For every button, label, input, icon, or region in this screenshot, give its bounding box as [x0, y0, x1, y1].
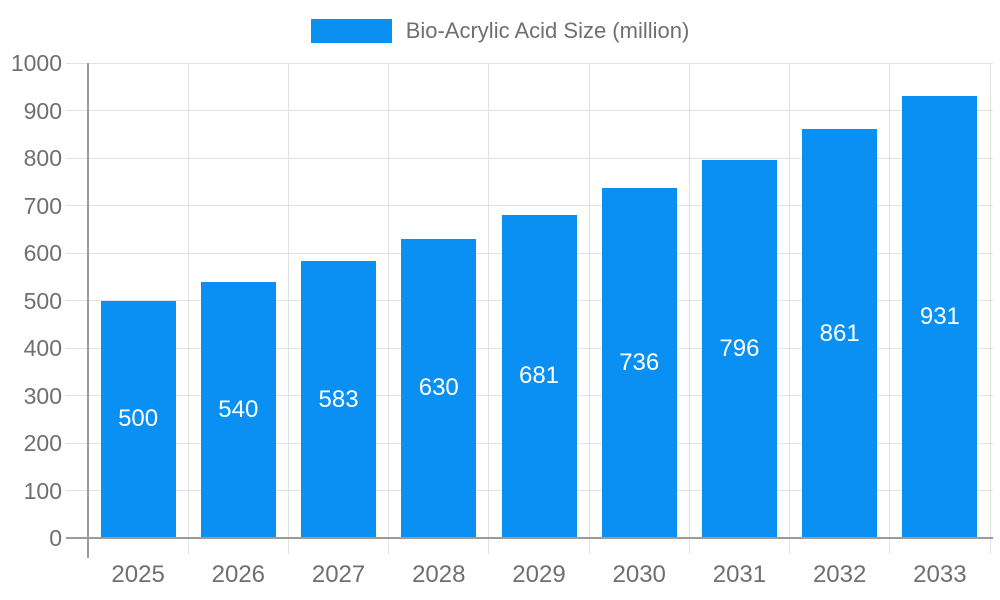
x-axis-tick-label: 2030 [612, 561, 666, 588]
y-gridline [66, 110, 993, 111]
x-axis-tick-label: 2025 [111, 561, 165, 588]
x-gridline [287, 63, 289, 554]
bar-2029: 681 [501, 214, 577, 538]
x-gridline [889, 63, 891, 554]
y-axis-tick-label: 100 [23, 477, 62, 504]
y-axis-tick-label: 200 [23, 430, 62, 456]
bar-2032: 861 [802, 129, 878, 538]
bar-2030: 736 [601, 188, 677, 538]
y-gridline [66, 62, 993, 64]
bar-value-label: 540 [218, 395, 259, 423]
bar-value-label: 583 [318, 385, 359, 413]
x-gridline [187, 63, 189, 554]
x-gridline [588, 63, 590, 554]
bar-2033: 931 [902, 95, 978, 538]
y-gridline [66, 157, 993, 159]
x-axis-tick-label: 2033 [913, 561, 967, 588]
x-axis-tick-label: 2029 [512, 561, 566, 588]
bar-2025: 500 [100, 300, 176, 538]
bar-2028: 630 [401, 238, 477, 538]
y-axis-tick-label: 600 [23, 240, 62, 266]
y-axis-line [87, 63, 89, 558]
bar-value-label: 861 [819, 319, 860, 347]
y-axis-tick-label: 0 [49, 525, 62, 551]
y-axis-tick-label: 300 [23, 382, 62, 409]
x-axis-tick-label: 2028 [412, 561, 466, 588]
y-axis-tick-label: 1000 [10, 50, 62, 76]
y-axis-tick-label: 500 [23, 287, 62, 314]
bar-value-label: 736 [619, 349, 660, 377]
bar-value-label: 931 [919, 302, 960, 330]
legend-label: Bio-Acrylic Acid Size (million) [405, 18, 690, 43]
bar-2031: 796 [701, 159, 777, 538]
x-axis-line [66, 537, 993, 539]
y-axis-tick-label: 800 [23, 145, 62, 171]
x-gridline [989, 63, 991, 554]
bar-value-label: 681 [518, 362, 560, 390]
x-axis-tick-label: 2031 [712, 561, 767, 588]
bar-value-label: 630 [418, 374, 459, 402]
x-axis-tick-label: 2027 [311, 561, 366, 588]
bar-value-label: 796 [719, 334, 760, 362]
x-gridline [388, 63, 390, 554]
x-axis-tick-label: 2026 [211, 561, 266, 588]
legend-swatch-icon [310, 19, 392, 43]
y-axis-tick-label: 900 [23, 97, 62, 124]
bar-2027: 583 [301, 261, 377, 538]
x-gridline [688, 63, 690, 554]
x-axis-tick-label: 2032 [812, 561, 867, 588]
y-axis-tick-label: 400 [23, 335, 62, 361]
bar-value-label: 500 [118, 405, 159, 433]
y-gridline [66, 205, 993, 206]
bar-2026: 540 [200, 281, 276, 538]
legend[interactable]: Bio-Acrylic Acid Size (million) [0, 16, 1000, 46]
x-gridline [488, 63, 490, 554]
x-gridline [789, 63, 791, 554]
y-axis-tick-label: 700 [23, 192, 62, 219]
